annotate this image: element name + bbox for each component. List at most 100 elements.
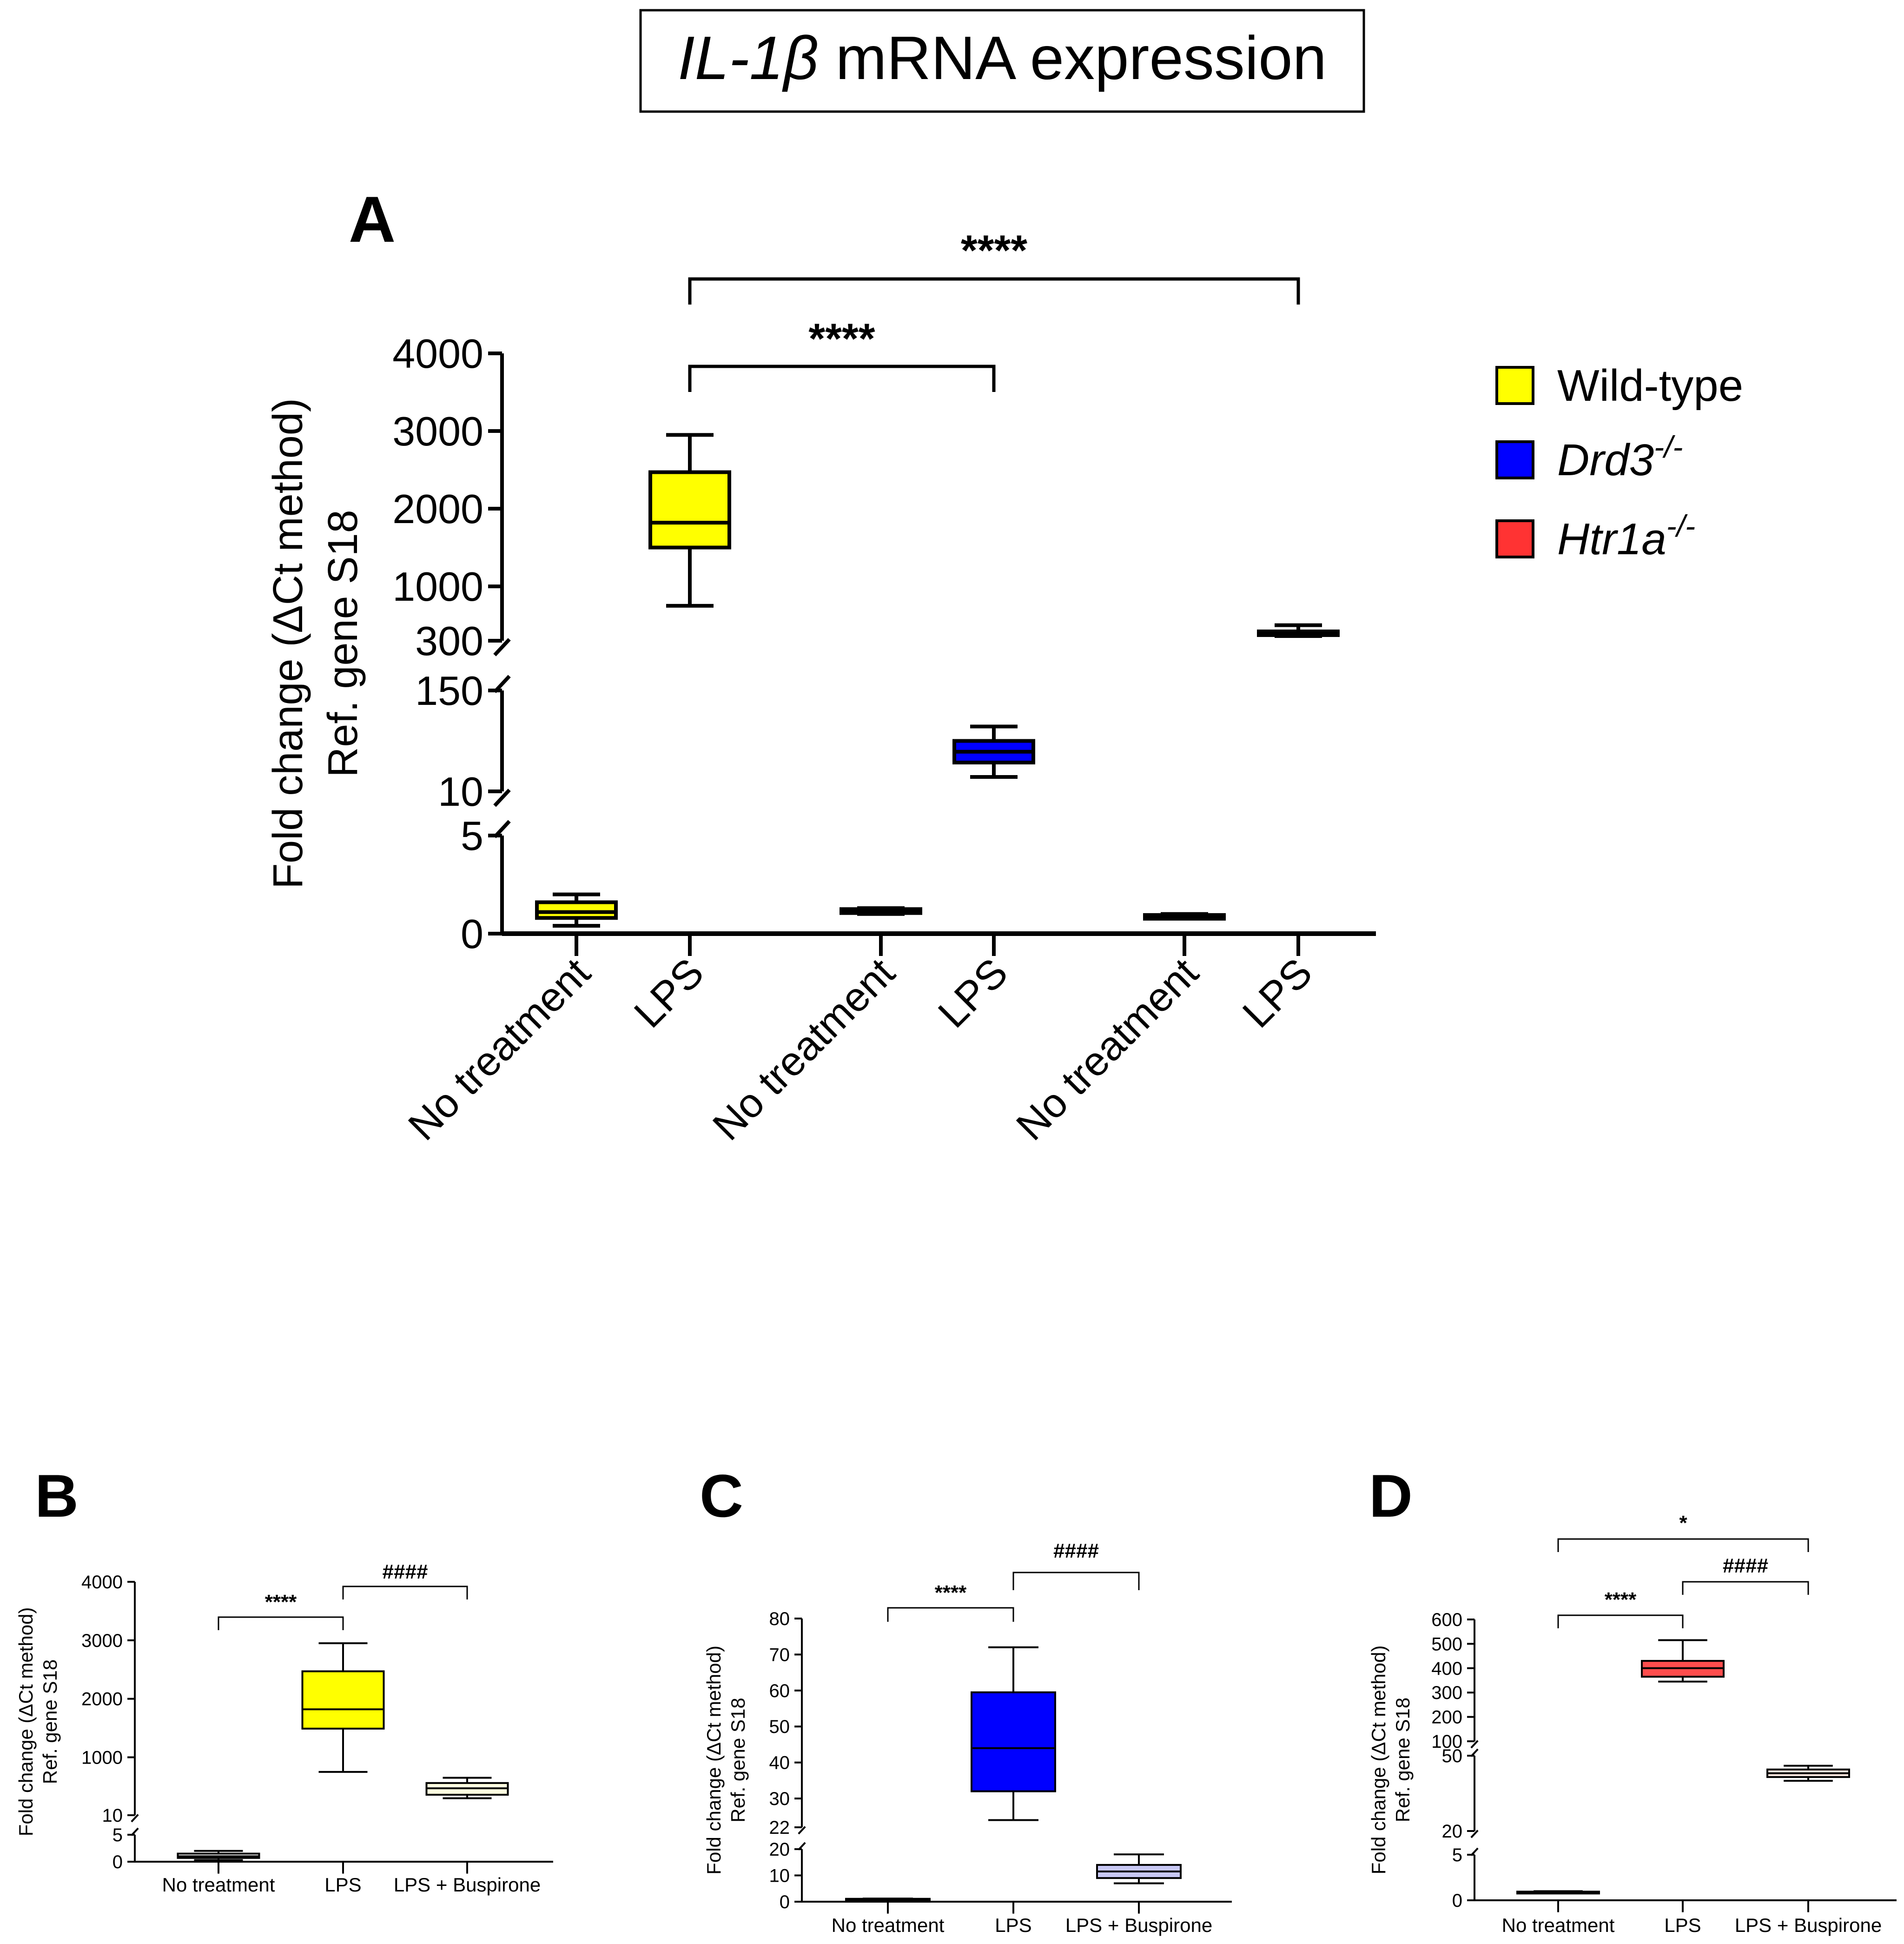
- axis-break-mark-d-1b: [1470, 1740, 1479, 1749]
- significance-bracket-d: [1557, 1614, 1684, 1628]
- legend-label-htr1a: Htr1a-/-: [1557, 509, 1695, 564]
- x-category-label-c: LPS + Buspirone: [1065, 1914, 1212, 1936]
- y-tick-label-a: 300: [415, 618, 483, 664]
- y-tick-label-d: 5: [1452, 1845, 1462, 1865]
- y-tick-label-a: 10: [438, 769, 483, 815]
- axis-break-mark-a-0b: [493, 789, 511, 807]
- y-tick-label-b: 4000: [81, 1572, 123, 1592]
- significance-bracket-c: [887, 1607, 1014, 1622]
- x-category-label-a: No treatment: [399, 949, 599, 1149]
- box-c-lps: [971, 1691, 1056, 1792]
- title-frame: [639, 9, 1365, 113]
- y-tick-label-b: 3000: [81, 1631, 123, 1651]
- y-tick-label-c: 20: [769, 1839, 790, 1860]
- y-tick-label-d: 300: [1431, 1683, 1462, 1703]
- x-category-label-c: LPS: [995, 1914, 1031, 1936]
- y-tick-label-c: 80: [769, 1609, 790, 1629]
- y-axis-title-line2-c: Ref. gene S18: [727, 1698, 749, 1823]
- y-tick-label-b: 5: [112, 1825, 123, 1845]
- y-tick-label-c: 40: [769, 1753, 790, 1773]
- significance-bracket-a: [688, 277, 1300, 305]
- y-tick-label-b: 2000: [81, 1689, 123, 1710]
- legend-sup-htr1a: -/-: [1666, 509, 1695, 543]
- x-category-label-a: No treatment: [1007, 949, 1207, 1149]
- y-tick-label-d: 20: [1442, 1821, 1463, 1842]
- y-tick-label-c: 10: [769, 1866, 790, 1886]
- y-tick-label-d: 600: [1431, 1610, 1462, 1630]
- y-tick-label-a: 2000: [392, 486, 483, 532]
- legend-text-htr1a: Htr1a: [1557, 514, 1666, 564]
- axis-break-mark-b-0b: [131, 1814, 139, 1823]
- panel-letter-c: C: [700, 1462, 743, 1530]
- y-tick-label-a: 4000: [392, 331, 483, 377]
- y-tick-label-c: 0: [780, 1892, 790, 1912]
- y-tick-label-c: 50: [769, 1717, 790, 1737]
- significance-bracket-d: [1682, 1581, 1809, 1595]
- axis-break-mark-a-1b: [493, 638, 511, 657]
- y-axis-title-line2-b: Ref. gene S18: [39, 1659, 61, 1785]
- significance-label-d: ****: [1605, 1588, 1637, 1611]
- box-b-lps: [301, 1670, 385, 1730]
- x-category-label-d: LPS: [1664, 1914, 1701, 1936]
- significance-bracket-a: [688, 365, 996, 392]
- y-tick-label-b: 10: [102, 1805, 123, 1826]
- x-category-label-a: LPS: [1234, 949, 1321, 1036]
- x-category-label-d: No treatment: [1502, 1914, 1615, 1936]
- y-axis-title-line2-a: Ref. gene S18: [320, 510, 366, 777]
- significance-bracket-c: [1012, 1572, 1140, 1590]
- figure-title: IL-1β mRNA expression: [678, 24, 1327, 92]
- significance-label-c: ****: [935, 1581, 967, 1604]
- y-tick-label-d: 50: [1442, 1746, 1463, 1766]
- x-category-label-a: LPS: [625, 949, 713, 1036]
- y-tick-label-c: 70: [769, 1645, 790, 1665]
- axis-break-mark-d-0b: [1470, 1830, 1479, 1838]
- box-a-wild-type-no-treatment: [535, 900, 618, 920]
- y-axis-title-line1-a: Fold change (ΔCt method): [265, 398, 311, 889]
- y-tick-label-c: 60: [769, 1681, 790, 1701]
- panel-letter-d: D: [1369, 1462, 1413, 1530]
- legend-swatch-drd3: [1495, 440, 1534, 479]
- legend-swatch-wild-type: [1495, 366, 1534, 405]
- box-a-wild-type-lps: [648, 470, 731, 550]
- legend-label-wild-type: Wild-type: [1557, 361, 1743, 411]
- legend: Wild-type Drd3-/- Htr1a-/-: [1495, 361, 1743, 564]
- title-gene: IL-1β: [678, 24, 819, 92]
- significance-label-b: ****: [265, 1591, 297, 1613]
- y-axis-title-line1-d: Fold change (ΔCt method): [1368, 1645, 1389, 1875]
- x-category-label-b: No treatment: [162, 1874, 275, 1896]
- significance-label-a: ****: [808, 315, 875, 363]
- significance-label-a: ****: [961, 227, 1027, 274]
- x-category-label-a: LPS: [929, 949, 1017, 1036]
- y-tick-label-d: 200: [1431, 1707, 1462, 1728]
- y-tick-label-d: 0: [1452, 1891, 1462, 1911]
- y-tick-label-a: 150: [415, 668, 483, 714]
- significance-bracket-b: [342, 1586, 468, 1599]
- legend-text-drd3: Drd3: [1557, 435, 1654, 485]
- y-tick-label-a: 5: [461, 813, 483, 859]
- panel-letter-a: A: [349, 183, 396, 256]
- significance-label-b: ####: [383, 1560, 428, 1583]
- y-tick-label-c: 30: [769, 1789, 790, 1809]
- x-category-label-b: LPS + Buspirone: [394, 1874, 541, 1896]
- y-tick-label-d: 100: [1431, 1732, 1462, 1752]
- title-rest: mRNA expression: [819, 24, 1327, 92]
- y-axis-title-line1-b: Fold change (ΔCt method): [15, 1607, 37, 1837]
- legend-sup-drd3: -/-: [1654, 430, 1683, 464]
- y-tick-label-d: 500: [1431, 1634, 1462, 1654]
- y-tick-label-b: 1000: [81, 1747, 123, 1768]
- y-tick-label-b: 0: [112, 1852, 123, 1872]
- y-tick-label-a: 1000: [392, 564, 483, 610]
- legend-text-wild-type: Wild-type: [1557, 361, 1743, 411]
- y-axis-title-line2-d: Ref. gene S18: [1392, 1698, 1414, 1823]
- y-tick-label-c: 22: [769, 1818, 790, 1838]
- significance-bracket-b: [218, 1616, 344, 1630]
- y-axis-title-line1-c: Fold change (ΔCt method): [703, 1645, 725, 1875]
- x-category-label-c: No treatment: [832, 1914, 945, 1936]
- legend-label-drd3: Drd3-/-: [1557, 430, 1683, 485]
- x-category-label-a: No treatment: [704, 949, 904, 1149]
- significance-label-d: *: [1679, 1512, 1687, 1534]
